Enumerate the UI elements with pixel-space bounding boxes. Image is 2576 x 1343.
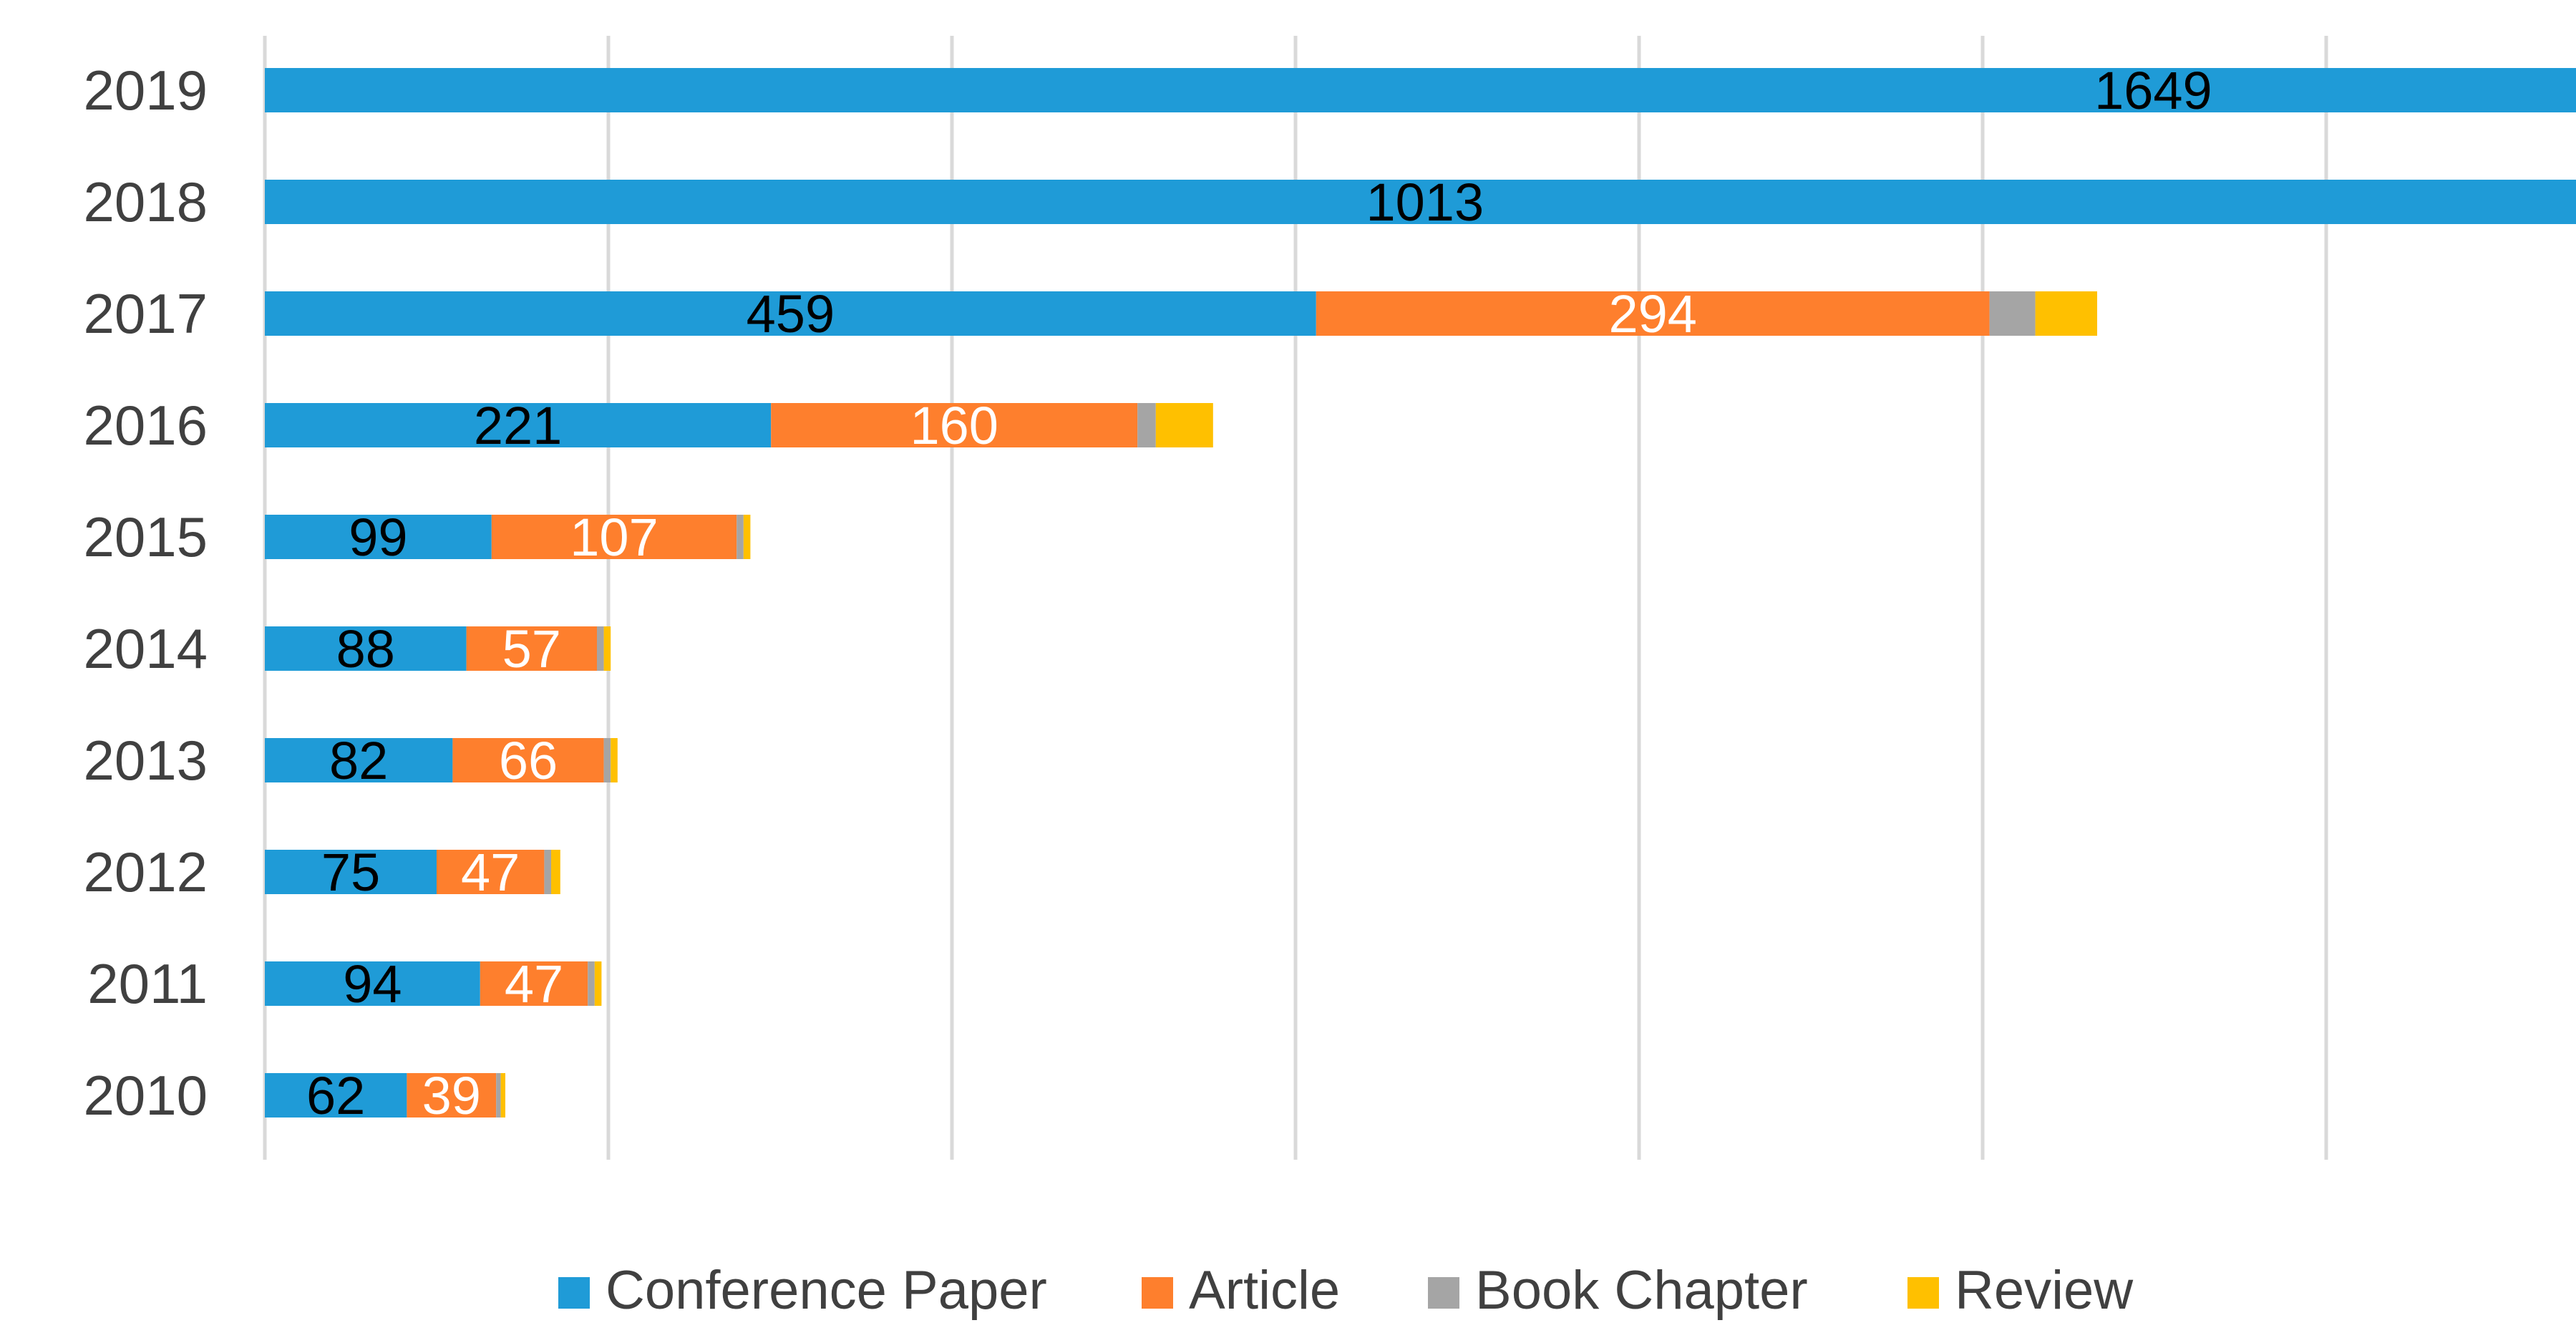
bar-segment-article xyxy=(407,1073,497,1117)
bar-segment-conference-paper xyxy=(265,850,437,894)
data-label: 107 xyxy=(570,508,658,567)
legend: Conference Paper Article Book Chapter Revie… xyxy=(558,1260,2134,1321)
y-tick-label: 2011 xyxy=(87,952,208,1015)
bar-segment-article xyxy=(466,626,597,671)
data-label: 160 xyxy=(910,396,998,455)
y-tick-label: 2010 xyxy=(83,1064,208,1127)
data-label: 94 xyxy=(343,954,402,1014)
data-label: 294 xyxy=(1608,284,1696,344)
bar-segment-article xyxy=(491,515,737,559)
bar-segment-conference-paper xyxy=(265,961,480,1006)
data-label: 47 xyxy=(505,954,563,1014)
bar-segment-review xyxy=(603,626,611,671)
bar-segment-review xyxy=(594,961,602,1006)
bar-segment-conference-paper xyxy=(265,626,467,671)
legend-label: Article xyxy=(1189,1260,1340,1321)
bar-segment-article xyxy=(771,403,1138,447)
bar-segment-book-chapter xyxy=(544,850,551,894)
data-label: 39 xyxy=(422,1066,481,1125)
bar-segment-article xyxy=(480,961,588,1006)
data-label: 221 xyxy=(474,396,562,455)
data-label: 88 xyxy=(336,619,395,679)
legend-label: Review xyxy=(1955,1260,2134,1321)
data-label: 47 xyxy=(461,843,520,902)
bar-segment-conference-paper xyxy=(265,515,492,559)
data-label: 62 xyxy=(306,1066,365,1125)
bar-segment-book-chapter xyxy=(588,961,595,1006)
bar-segment-review xyxy=(611,738,618,782)
bar-segment-article xyxy=(437,850,545,894)
bar-segment-conference-paper xyxy=(265,1073,407,1117)
bar-segment-book-chapter xyxy=(737,515,744,559)
bar-segment-review xyxy=(2035,291,2097,336)
data-label: 82 xyxy=(329,731,388,790)
legend-label: Conference Paper xyxy=(606,1260,1047,1321)
bar-segment-book-chapter xyxy=(1989,291,2036,336)
bar-segment-conference-paper xyxy=(265,68,2576,112)
bar-segment-book-chapter xyxy=(1137,403,1156,447)
legend-swatch xyxy=(1428,1277,1459,1309)
bar-segment-book-chapter xyxy=(603,738,611,782)
y-axis-tick-labels: 2019 2018 2017 2016 2015 2014 2013 2012 2011 2010 xyxy=(83,59,208,1127)
y-tick-label: 2012 xyxy=(83,840,208,903)
bar-segment-conference-paper xyxy=(265,180,2576,224)
bar-segment-review xyxy=(743,515,751,559)
y-tick-label: 2015 xyxy=(83,505,208,568)
data-label: 75 xyxy=(321,843,380,902)
bars xyxy=(265,68,2576,1117)
y-tick-label: 2019 xyxy=(83,59,208,122)
data-label: 459 xyxy=(747,284,835,344)
bar-segment-review xyxy=(551,850,560,894)
y-tick-label: 2016 xyxy=(83,394,208,457)
data-label: 66 xyxy=(499,731,558,790)
y-tick-label: 2017 xyxy=(83,282,208,345)
y-tick-label: 2013 xyxy=(83,729,208,792)
legend-swatch xyxy=(558,1277,590,1309)
bar-segment-conference-paper xyxy=(265,291,1316,336)
y-tick-label: 2018 xyxy=(83,170,208,233)
bar-segment-article xyxy=(1316,291,1990,336)
legend-swatch xyxy=(1142,1277,1173,1309)
data-label: 57 xyxy=(502,619,561,679)
bar-segment-conference-paper xyxy=(265,738,453,782)
data-label: 1649 xyxy=(2094,61,2212,120)
bar-segment-conference-paper xyxy=(265,403,772,447)
data-label: 1013 xyxy=(1366,173,1484,232)
data-labels: 1649866101357345929422116099107885782667… xyxy=(306,61,2212,1125)
bar-segment-review xyxy=(1155,403,1213,447)
bar-segment-book-chapter xyxy=(597,626,604,671)
y-tick-label: 2014 xyxy=(83,617,208,680)
legend-swatch xyxy=(1907,1277,1939,1309)
bar-segment-review xyxy=(500,1073,505,1117)
data-label: 99 xyxy=(349,508,407,567)
bar-segment-book-chapter xyxy=(496,1073,501,1117)
bar-segment-article xyxy=(452,738,604,782)
legend-label: Book Chapter xyxy=(1475,1260,1808,1321)
